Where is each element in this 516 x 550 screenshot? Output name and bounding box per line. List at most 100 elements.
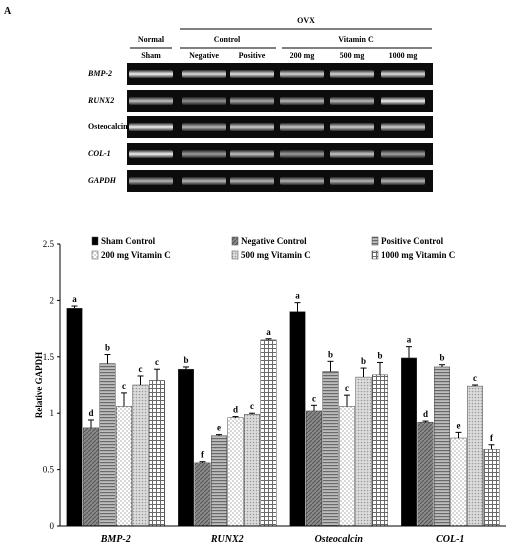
legend-swatch <box>371 250 379 260</box>
bar <box>211 435 227 527</box>
legend-label: 1000 mg Vitamin C <box>381 250 455 260</box>
bar <box>372 374 388 527</box>
y-tick-label: 1 <box>50 408 55 418</box>
bar <box>306 410 322 527</box>
x-category-label: COL-1 <box>436 534 464 545</box>
legend-swatch <box>371 236 379 246</box>
bar <box>244 414 260 527</box>
group-control-label: Control <box>214 35 241 44</box>
bar <box>322 371 339 527</box>
gel-row-label: BMP-2 <box>87 69 112 78</box>
legend-label: Sham Control <box>101 236 156 246</box>
bar <box>260 339 277 527</box>
gel-rows: BMP-2 RUNX2 Osteocalcin COL-1 GAPDH <box>87 63 433 192</box>
legend-label: Positive Control <box>381 236 444 246</box>
x-category-label: Osteocalcin <box>315 534 364 545</box>
bar <box>434 366 450 527</box>
significance-label: f <box>490 433 494 443</box>
y-tick-label: 2 <box>50 295 55 305</box>
significance-label: c <box>345 383 349 393</box>
x-axis: BMP-2 RUNX2 Osteocalcin COL-1 <box>60 525 506 545</box>
bar <box>355 376 372 527</box>
significance-label: c <box>155 357 159 367</box>
gel-column-label: 500 mg <box>340 51 365 60</box>
bar <box>339 406 355 527</box>
significance-label: c <box>312 393 316 403</box>
gel-band <box>280 97 324 105</box>
bar <box>83 427 99 527</box>
significance-label: f <box>201 450 205 460</box>
x-category-label: RUNX2 <box>210 534 244 545</box>
gel-band <box>230 97 274 105</box>
gel-band <box>230 123 274 131</box>
gel-band <box>129 123 173 131</box>
significance-label: e <box>457 420 461 430</box>
bar <box>289 311 306 527</box>
y-tick-label: 0 <box>50 521 55 531</box>
gel-row-label: Osteocalcin <box>88 122 128 131</box>
gel-column-label: 200 mg <box>290 51 315 60</box>
gel-band <box>182 177 226 185</box>
bar <box>450 437 467 527</box>
legend-label: Negative Control <box>241 236 307 246</box>
gel-band <box>381 97 425 105</box>
group-vitc-label: Vitamin C <box>338 35 374 44</box>
group-normal-label: Normal <box>138 35 165 44</box>
gel-column-label: Positive <box>239 51 266 60</box>
bar <box>132 384 149 527</box>
significance-label: b <box>361 356 366 366</box>
gel-band <box>280 150 324 158</box>
gel-band <box>230 177 274 185</box>
gel-band <box>182 123 226 131</box>
gel-header: OVX Normal Control Vitamin C <box>130 16 432 49</box>
gel-band <box>182 70 226 78</box>
gel-band <box>129 150 173 158</box>
significance-label: c <box>250 401 254 411</box>
legend-label: 500 mg Vitamin C <box>241 250 311 260</box>
group-ovx-label: OVX <box>297 16 315 25</box>
significance-label: b <box>439 353 444 363</box>
legend-swatch <box>91 236 99 246</box>
significance-label: a <box>266 327 271 337</box>
bar <box>149 380 165 527</box>
gel-band <box>330 123 374 131</box>
gel-band <box>230 70 274 78</box>
gel-band <box>129 97 173 105</box>
y-axis: 0 0.5 1 1.5 2 2.5 <box>43 239 61 531</box>
gel-row-label: COL-1 <box>88 149 111 158</box>
legend-swatch <box>91 250 99 260</box>
gel-band <box>280 70 324 78</box>
gel-band <box>182 97 226 105</box>
significance-label: b <box>328 349 333 359</box>
bar <box>66 308 83 527</box>
gel-band <box>330 177 374 185</box>
gel-row-label: GAPDH <box>88 176 117 185</box>
gel-band <box>129 177 173 185</box>
significance-label: c <box>473 373 477 383</box>
bar <box>467 385 483 527</box>
significance-label: a <box>295 291 300 301</box>
significance-label: d <box>423 409 428 419</box>
gel-row-label: RUNX2 <box>87 96 114 105</box>
significance-label: a <box>407 335 412 345</box>
x-category-label: BMP-2 <box>100 534 131 545</box>
significance-label: a <box>72 294 77 304</box>
legend-swatch <box>231 250 239 260</box>
significance-label: e <box>217 423 221 433</box>
gel-band <box>330 70 374 78</box>
gel-band <box>280 123 324 131</box>
gel-column-label: Negative <box>189 51 219 60</box>
y-tick-label: 2.5 <box>43 239 55 249</box>
bar <box>99 363 116 527</box>
bar <box>417 421 434 527</box>
y-tick-label: 1.5 <box>43 352 55 362</box>
gel-band <box>381 150 425 158</box>
significance-label: d <box>233 405 238 415</box>
significance-label: c <box>122 381 126 391</box>
bar <box>194 462 211 527</box>
bar <box>178 368 194 527</box>
gel-band <box>280 177 324 185</box>
gel-column-headers: Sham Negative Positive 200 mg 500 mg 1000 mg <box>141 51 417 60</box>
bar <box>401 357 417 527</box>
significance-label: b <box>377 350 382 360</box>
